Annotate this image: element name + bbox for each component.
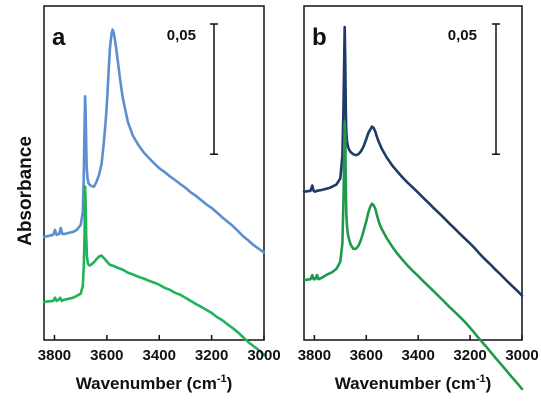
panel-a: 3800 3600 3400 3200 3000 a 0,05 Wavenumber (cm-… <box>38 5 281 393</box>
plot-frame <box>303 5 523 341</box>
x-tick-label: 3600 <box>350 347 383 364</box>
series-line-1 <box>302 25 524 297</box>
panel-label: b <box>312 24 327 51</box>
scale-bar-label: 0,05 <box>167 27 196 44</box>
x-tick-label: 3000 <box>247 347 280 364</box>
x-axis-label: Wavenumber (cm-1) <box>335 373 492 393</box>
x-tick-label: 3400 <box>143 347 176 364</box>
x-tick-label: 3000 <box>505 347 538 364</box>
x-tick-label: 3200 <box>453 347 486 364</box>
x-axis-label: Wavenumber (cm-1) <box>76 373 233 393</box>
x-tick-label: 3600 <box>90 347 123 364</box>
x-tick-label: 3800 <box>38 347 71 364</box>
y-axis-label: Absorbance <box>15 136 36 246</box>
series-line-2 <box>42 185 266 357</box>
x-tick-label: 3200 <box>195 347 228 364</box>
series-line-1 <box>42 28 266 254</box>
x-tick-label: 3800 <box>298 347 331 364</box>
series-line-2 <box>302 120 524 391</box>
plot-frame <box>43 5 265 341</box>
panel-label: a <box>52 24 66 51</box>
panel-b: 3800 3600 3400 3200 3000 b 0,05 Wavenumber (cm-… <box>298 5 539 393</box>
scale-bar-label: 0,05 <box>448 27 477 44</box>
x-tick-label: 3400 <box>402 347 435 364</box>
